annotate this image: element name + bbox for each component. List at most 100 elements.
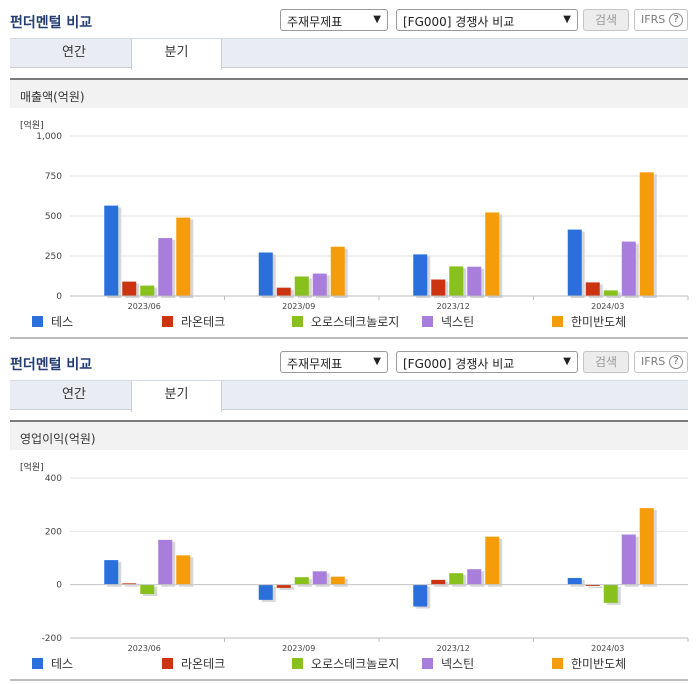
help-icon[interactable]: ? <box>669 13 683 27</box>
x-tick-label: 2023/06 <box>128 302 161 311</box>
tab-annual[interactable]: 연간 <box>62 387 86 402</box>
bar-오로스테크놀로지 <box>603 584 618 603</box>
bar-오로스테크놀로지 <box>603 290 618 296</box>
ifrs-toggle[interactable]: IFRS ? <box>634 351 688 373</box>
legend-swatch <box>162 658 173 669</box>
legend-label: 한미반도체 <box>571 657 627 671</box>
ifrs-toggle[interactable]: IFRS ? <box>634 9 688 31</box>
x-tick-label: 2023/06 <box>128 644 161 653</box>
y-unit-label: [억원] <box>20 121 44 131</box>
bar-라온테크 <box>122 583 137 585</box>
bar-라온테크 <box>276 584 291 588</box>
bar-한미반도체 <box>176 555 191 585</box>
chevron-down-icon: ▼ <box>563 356 571 367</box>
statement-type-select[interactable]: 주재무제표 ▼ <box>280 351 388 373</box>
legend-item[interactable]: 한미반도체 <box>552 655 626 672</box>
legend-label: 테스 <box>51 315 74 329</box>
bar-오로스테크놀로지 <box>449 573 464 585</box>
x-tick-label: 2023/09 <box>282 302 315 311</box>
y-tick-label: 1,000 <box>36 132 62 142</box>
compare-group-value: [FG000] 경쟁사 비교 <box>403 357 515 371</box>
legend-item[interactable]: 테스 <box>32 313 73 330</box>
period-tabs: 연간 분기 <box>10 38 688 70</box>
bar-테스 <box>567 229 582 296</box>
y-unit-label: [억원] <box>20 463 44 473</box>
section-header: 영업이익(억원) <box>10 420 688 450</box>
y-tick-label: 0 <box>56 292 62 302</box>
bar-넥스틴 <box>312 273 327 296</box>
bar-오로스테크놀로지 <box>140 584 155 594</box>
bar-넥스틴 <box>621 241 636 296</box>
chevron-down-icon: ▼ <box>563 14 571 25</box>
bar-테스 <box>104 205 119 296</box>
bar-라온테크 <box>122 281 137 296</box>
legend-item[interactable]: 넥스틴 <box>422 313 474 330</box>
legend-swatch <box>32 658 43 669</box>
y-tick-label: 500 <box>45 212 62 222</box>
tab-quarterly[interactable]: 분기 <box>131 39 222 70</box>
chevron-down-icon: ▼ <box>373 14 381 25</box>
legend-label: 라온테크 <box>181 315 226 329</box>
tab-quarterly[interactable]: 분기 <box>131 381 222 412</box>
bar-한미반도체 <box>176 217 191 296</box>
legend-item[interactable]: 오로스테크놀로지 <box>292 655 399 672</box>
search-button[interactable]: 검색 <box>583 9 629 31</box>
compare-group-select[interactable]: [FG000] 경쟁사 비교 ▼ <box>396 351 578 373</box>
ifrs-label: IFRS <box>641 13 666 26</box>
legend-label: 오로스테크놀로지 <box>311 315 400 329</box>
bar-넥스틴 <box>312 571 327 585</box>
y-tick-label: 750 <box>45 172 62 182</box>
legend-label: 오로스테크놀로지 <box>311 657 400 671</box>
period-tabs: 연간 분기 <box>10 380 688 412</box>
bar-shadow <box>588 586 603 588</box>
legend-label: 한미반도체 <box>571 315 627 329</box>
chevron-down-icon: ▼ <box>373 356 381 367</box>
bar-오로스테크놀로지 <box>294 276 309 296</box>
panel-title: 펀더멘털 비교 <box>10 15 93 31</box>
compare-group-select[interactable]: [FG000] 경쟁사 비교 ▼ <box>396 9 578 31</box>
y-tick-label: 200 <box>45 527 62 537</box>
fundamental-panel-operating-income: 펀더멘털 비교 주재무제표 ▼ [FG000] 경쟁사 비교 ▼ 검색 IFRS… <box>0 342 696 684</box>
bar-라온테크 <box>585 584 600 586</box>
panel-title: 펀더멘털 비교 <box>10 357 93 373</box>
legend-swatch <box>552 316 563 327</box>
legend-item[interactable]: 테스 <box>32 655 73 672</box>
y-tick-label: 0 <box>56 581 62 591</box>
bar-테스 <box>413 584 428 607</box>
x-tick-label: 2024/03 <box>591 302 624 311</box>
legend-swatch <box>422 658 433 669</box>
bar-라온테크 <box>276 287 291 296</box>
legend-label: 넥스틴 <box>441 315 475 329</box>
legend-item[interactable]: 오로스테크놀로지 <box>292 313 399 330</box>
compare-group-value: [FG000] 경쟁사 비교 <box>403 15 515 29</box>
operating-income-bar-chart: -200 0 200 400 2023/06 2023/09 2023/12 2024/03 <box>42 474 689 653</box>
tab-annual[interactable]: 연간 <box>62 45 86 60</box>
legend-swatch <box>292 316 303 327</box>
bar-테스 <box>258 252 273 296</box>
bar-넥스틴 <box>621 534 636 585</box>
x-tick-label: 2023/12 <box>437 644 470 653</box>
legend-swatch <box>162 316 173 327</box>
legend-item[interactable]: 라온테크 <box>162 313 225 330</box>
bar-넥스틴 <box>467 266 482 296</box>
statement-type-value: 주재무제표 <box>287 357 343 371</box>
legend-swatch <box>422 316 433 327</box>
ifrs-label: IFRS <box>641 355 666 368</box>
x-tick-label: 2023/09 <box>282 644 315 653</box>
bar-한미반도체 <box>639 508 654 585</box>
bar-테스 <box>413 254 428 296</box>
bar-오로스테크놀로지 <box>140 285 155 296</box>
legend-item[interactable]: 넥스틴 <box>422 655 474 672</box>
bar-한미반도체 <box>330 576 345 585</box>
search-button[interactable]: 검색 <box>583 351 629 373</box>
legend-swatch <box>32 316 43 327</box>
legend-swatch <box>292 658 303 669</box>
help-icon[interactable]: ? <box>669 355 683 369</box>
panel-divider <box>10 679 688 681</box>
legend-item[interactable]: 한미반도체 <box>552 313 626 330</box>
legend-label: 테스 <box>51 657 74 671</box>
statement-type-select[interactable]: 주재무제표 ▼ <box>280 9 388 31</box>
bar-한미반도체 <box>485 536 500 585</box>
bar-넥스틴 <box>158 539 173 585</box>
legend-item[interactable]: 라온테크 <box>162 655 225 672</box>
